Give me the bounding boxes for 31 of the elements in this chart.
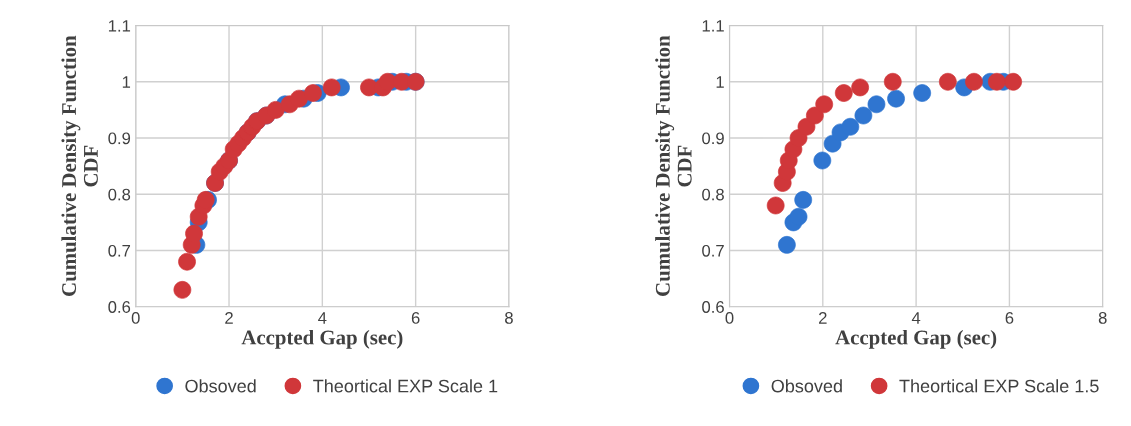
x-axis-title: Accpted Gap (sec) — [835, 329, 997, 349]
y-axis-title: Cumulative Density Function CDF — [655, 35, 692, 296]
x-tick-label: 6 — [411, 312, 420, 324]
y-tick-label: 0.6 — [108, 301, 131, 313]
y-axis-title: Cumulative Density Function CDF — [61, 35, 98, 296]
y-tick-label: 0.8 — [702, 188, 724, 201]
legend-label: Theortical EXP Scale 1.5 — [899, 379, 1099, 393]
y-tick-label: 0.7 — [108, 244, 131, 257]
y-tick-label: 1.1 — [108, 20, 131, 32]
x-tick-label: 2 — [225, 312, 233, 324]
x-tick-label: 0 — [725, 312, 734, 324]
y-tick-label: 0.9 — [108, 132, 131, 145]
legend-label: Theortical EXP Scale 1 — [313, 379, 498, 393]
y-tick-label: 0.7 — [702, 244, 724, 257]
x-tick-label: 4 — [318, 312, 327, 324]
y-tick-label: 1 — [716, 76, 724, 88]
x-tick-label: 6 — [1005, 312, 1014, 324]
x-tick-label: 2 — [819, 312, 827, 324]
y-tick-label: 1.1 — [702, 20, 724, 32]
x-tick-label: 8 — [1098, 312, 1107, 324]
y-tick-label: 1 — [122, 76, 131, 88]
x-tick-label: 0 — [131, 312, 140, 324]
y-tick-label: 0.8 — [108, 188, 131, 201]
legend-label: Obsoved — [771, 379, 842, 393]
point — [815, 95, 834, 114]
x-axis-title: Accpted Gap (sec) — [241, 329, 403, 349]
legend-label: Obsoved — [185, 379, 256, 393]
x-tick-label: 4 — [911, 312, 921, 324]
x-tick-label: 8 — [505, 312, 513, 324]
y-tick-label: 0.6 — [702, 301, 724, 313]
y-tick-label: 0.9 — [702, 132, 724, 145]
